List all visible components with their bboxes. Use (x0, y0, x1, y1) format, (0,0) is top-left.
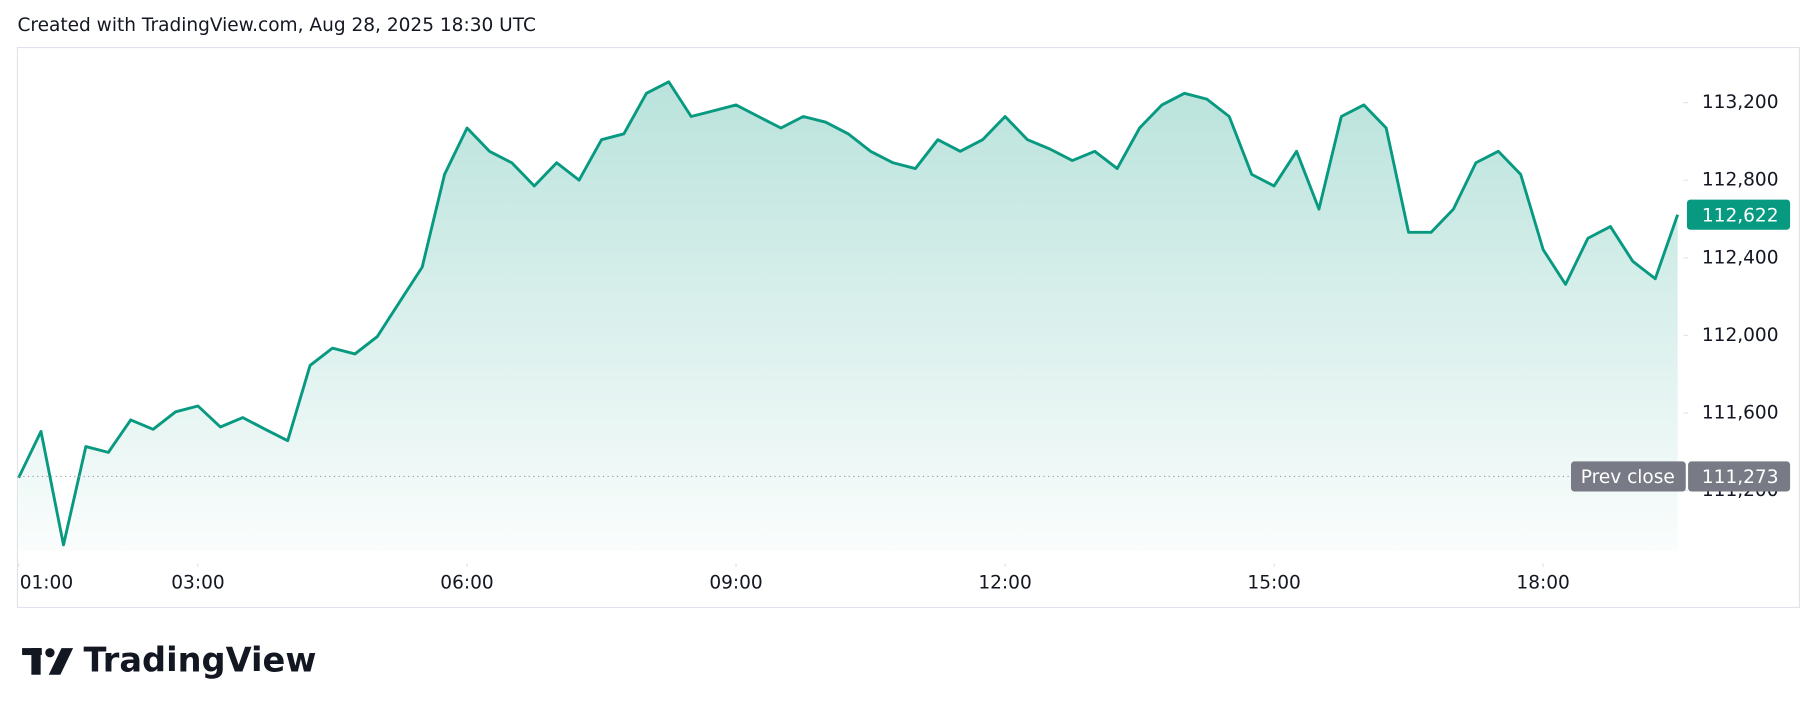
current-price-label: 112,622 (1702, 205, 1779, 226)
logo-mark (22, 648, 74, 675)
chart-frame (16, 46, 1800, 609)
y-tick-label: 113,200 (1702, 92, 1779, 113)
x-tick-label: 09:00 (709, 573, 762, 594)
x-tick-label: 01:00 (20, 573, 73, 594)
brand: TradingView (84, 640, 317, 679)
prev-close-value-tag (1688, 461, 1791, 492)
y-tick-label: 111,600 (1702, 402, 1779, 423)
y-tick-label: 112,000 (1702, 325, 1779, 346)
y-tick-label: 112,800 (1702, 170, 1779, 191)
area-fill (18, 81, 1678, 551)
prev-close-name: Prev close (1581, 467, 1675, 488)
x-tick-label: 03:00 (171, 573, 224, 594)
x-tick-label: 18:00 (1516, 573, 1569, 594)
current-price-tag (1686, 199, 1791, 230)
x-tick-label: 06:00 (440, 573, 493, 594)
y-tick-label: 112,400 (1702, 247, 1779, 268)
x-tick-label: 12:00 (978, 573, 1031, 594)
price-line (17, 80, 1680, 547)
prev-close-value: 111,273 (1702, 467, 1779, 488)
prev-close-tag (1570, 461, 1686, 492)
x-tick-label: 15:00 (1247, 573, 1300, 594)
header-text: Created with TradingView.com, Aug 28, 20… (17, 15, 535, 36)
